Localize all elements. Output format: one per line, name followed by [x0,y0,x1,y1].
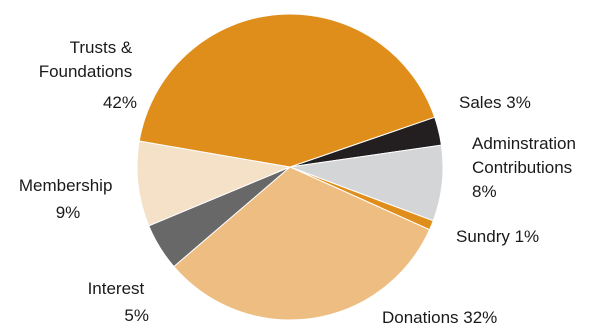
label-trusts-foundations: Trusts & Foundations 42% [39,38,137,112]
label-sundry: Sundry 1% [456,227,539,246]
pie-slice-donations [173,166,431,321]
pie-slice-trusts-and-foundations [138,13,436,168]
label-administration-contributions: Adminstration Contributions 8% [472,134,581,201]
pie-slice-membership [136,140,292,227]
label-donations: Donations 32% [382,308,497,325]
label-interest: Interest 5% [88,279,149,325]
label-membership: Membership 9% [19,176,117,222]
pie-slices [136,13,444,321]
label-sales: Sales 3% [459,93,531,112]
